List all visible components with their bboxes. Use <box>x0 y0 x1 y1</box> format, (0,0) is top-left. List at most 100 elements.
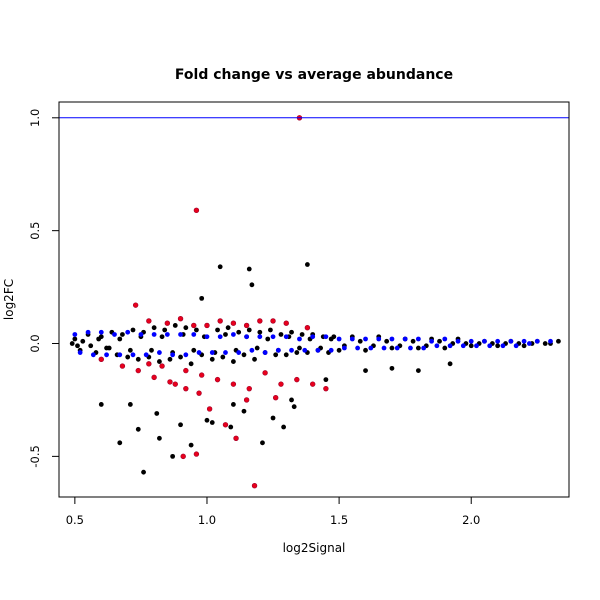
data-point <box>249 282 255 288</box>
data-point <box>289 347 294 353</box>
data-point <box>172 381 178 387</box>
data-point <box>304 325 311 331</box>
data-point <box>408 345 413 351</box>
data-point <box>389 345 395 351</box>
data-point <box>363 368 368 373</box>
data-point <box>455 338 461 344</box>
data-point <box>172 323 178 328</box>
data-point <box>183 352 189 358</box>
data-point <box>272 394 279 401</box>
data-point <box>223 332 228 337</box>
data-point <box>104 352 109 358</box>
data-point <box>180 453 186 460</box>
data-point <box>336 336 342 342</box>
data-point <box>246 327 252 333</box>
data-point <box>260 440 265 446</box>
data-point <box>183 385 189 392</box>
x-tick-label: 1.0 <box>198 513 216 527</box>
data-point <box>183 367 189 374</box>
data-point <box>429 338 434 344</box>
data-point <box>468 343 474 349</box>
data-point <box>323 377 329 383</box>
data-point <box>117 336 123 342</box>
data-point <box>410 338 416 344</box>
data-point <box>254 345 260 351</box>
data-point <box>289 397 294 403</box>
data-point <box>381 345 387 351</box>
data-point <box>363 347 368 353</box>
data-point <box>199 295 205 301</box>
data-point <box>170 352 176 358</box>
data-point <box>157 359 162 364</box>
data-point <box>80 338 86 344</box>
data-point <box>191 332 197 337</box>
data-point <box>415 336 421 342</box>
data-point <box>209 420 215 425</box>
data-point <box>542 341 548 346</box>
data-point <box>72 332 78 337</box>
data-point <box>72 336 78 342</box>
data-point <box>336 347 342 353</box>
data-point <box>368 345 374 351</box>
data-point <box>482 338 487 344</box>
data-point <box>151 374 157 381</box>
data-point <box>135 356 141 362</box>
data-point <box>297 345 302 351</box>
data-point <box>130 327 136 333</box>
data-point <box>194 327 199 333</box>
data-point <box>310 334 316 340</box>
data-point <box>447 343 453 349</box>
data-point <box>106 345 112 351</box>
data-point <box>394 345 400 351</box>
data-point <box>236 350 242 355</box>
data-point <box>289 329 294 335</box>
data-point <box>75 343 80 349</box>
data-point <box>119 363 126 369</box>
data-point <box>315 347 321 353</box>
data-point <box>164 320 171 326</box>
data-point <box>447 361 453 367</box>
data-point <box>206 406 213 412</box>
data-point <box>278 332 284 337</box>
data-point <box>120 332 125 337</box>
data-point <box>389 336 395 342</box>
points-layer <box>69 115 561 489</box>
data-point <box>268 327 273 333</box>
data-point <box>244 334 250 340</box>
data-point <box>132 302 139 308</box>
data-point <box>204 322 210 329</box>
data-point <box>526 341 532 346</box>
data-point <box>283 334 289 340</box>
data-point <box>170 453 176 459</box>
x-axis-label: log2Signal <box>283 541 346 555</box>
data-point <box>534 338 540 344</box>
data-point <box>421 345 427 351</box>
data-point <box>204 334 210 340</box>
data-point <box>355 345 360 351</box>
data-point <box>96 336 102 342</box>
data-point <box>304 262 310 267</box>
data-point <box>127 402 133 407</box>
data-point <box>243 397 250 403</box>
plot-frame <box>58 101 570 498</box>
data-point <box>164 332 170 337</box>
data-point <box>341 345 347 351</box>
data-point <box>130 352 136 358</box>
data-point <box>231 402 236 407</box>
data-point <box>159 363 165 369</box>
y-axis: -0.5 0.0 0.5 1.0 <box>28 109 60 468</box>
data-point <box>193 451 200 457</box>
data-point <box>157 350 162 355</box>
data-point <box>241 408 247 414</box>
data-point <box>146 318 152 324</box>
data-point <box>98 402 104 407</box>
data-point <box>548 338 553 344</box>
data-point <box>98 329 104 335</box>
data-point <box>513 343 519 349</box>
data-point <box>125 354 131 360</box>
data-point <box>135 367 141 374</box>
y-tick-label: -0.5 <box>28 445 42 467</box>
x-tick-label: 0.5 <box>66 513 84 527</box>
data-point <box>125 329 131 335</box>
data-point <box>508 338 514 344</box>
